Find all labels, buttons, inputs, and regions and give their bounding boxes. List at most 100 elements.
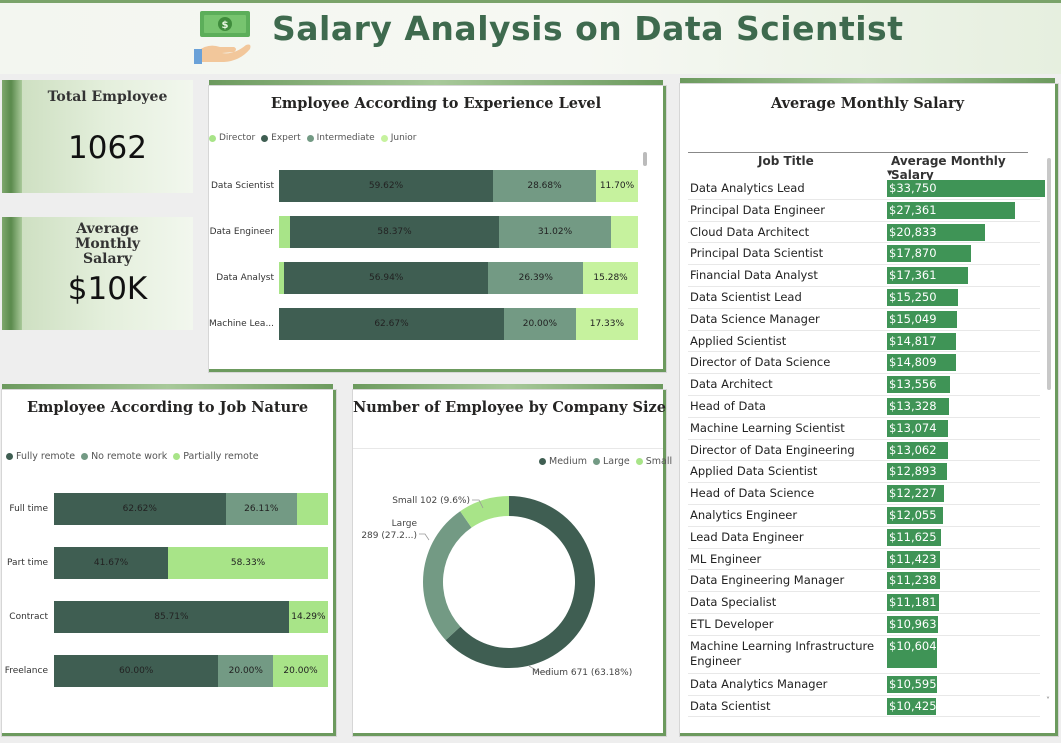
bar-row: 41.67% 58.33% <box>54 547 328 579</box>
salary-value-cell: $12,227 <box>889 486 937 501</box>
table-row[interactable]: Analytics Engineer $12,055 <box>688 505 1040 527</box>
table-row[interactable]: Machine Learning Scientist $13,074 <box>688 418 1040 440</box>
salary-value-cell: $12,893 <box>889 464 937 479</box>
bar-segment[interactable]: 58.37% <box>289 216 500 248</box>
job-title-cell: Data Science Manager <box>690 311 820 326</box>
table-row[interactable]: Machine Learning Infrastructure Engineer… <box>688 636 1040 674</box>
legend-swatch <box>306 134 314 142</box>
table-row[interactable]: Lead Data Engineer $11,625 <box>688 527 1040 549</box>
bar-segment[interactable]: 62.62% <box>54 493 226 525</box>
table-row[interactable]: Applied Scientist $14,817 <box>688 331 1040 353</box>
bar-segment[interactable]: 58.33% <box>168 547 328 579</box>
sort-desc-icon[interactable]: ▼ <box>887 169 893 177</box>
table-row[interactable]: Data Scientist $10,425 <box>688 696 1040 718</box>
bar-segment[interactable]: 11.70% <box>595 170 638 202</box>
row-separator <box>688 416 1040 418</box>
row-separator <box>688 285 1040 287</box>
bar-segment[interactable]: 28.68% <box>493 170 596 202</box>
legend-item: Director <box>209 133 255 143</box>
bar-segment[interactable]: 20.00% <box>273 655 328 687</box>
kpi-label: Total Employee <box>47 89 168 105</box>
donut-slice-medium[interactable] <box>445 496 595 668</box>
legend-swatch <box>593 458 600 465</box>
job-title-cell: ETL Developer <box>690 617 774 631</box>
salary-value-cell: $10,963 <box>889 617 937 631</box>
salary-bar <box>887 245 971 263</box>
salary-value-cell: $11,181 <box>889 595 937 610</box>
table-row[interactable]: Director of Data Science $14,809 <box>688 352 1040 375</box>
table-row[interactable]: Financial Data Analyst $17,361 <box>688 265 1040 287</box>
data-label: 14.29% <box>291 612 326 622</box>
bar-segment[interactable] <box>279 216 290 248</box>
table-row[interactable]: ML Engineer $11,423 <box>688 549 1040 571</box>
table-row[interactable]: Data Architect $13,556 <box>688 374 1040 396</box>
salary-value-cell: $15,049 <box>889 311 937 326</box>
bar-segment[interactable]: 59.62% <box>279 170 494 202</box>
bar-segment[interactable]: 17.33% <box>575 308 638 340</box>
table-row[interactable]: Data Specialist $11,181 <box>688 592 1040 614</box>
bar-segment[interactable] <box>610 216 638 248</box>
legend-item: Expert <box>261 133 301 143</box>
table-row[interactable]: Data Scientist Lead $15,250 <box>688 287 1040 309</box>
data-label: 85.71% <box>154 612 189 622</box>
legend-label: No remote work <box>91 451 168 462</box>
kpi-total-employee: Total Employee 1062 <box>2 80 193 193</box>
data-label: 28.68% <box>527 181 562 191</box>
table-scrollbar[interactable] <box>1047 158 1051 390</box>
bar-segment[interactable]: 20.00% <box>503 308 576 340</box>
job-title-cell: Director of Data Science <box>690 355 831 370</box>
job-title-cell: Principal Data Scientist <box>690 246 824 261</box>
bar-segment[interactable]: 26.11% <box>225 493 298 525</box>
column-header-salary[interactable]: Average Monthly Salary <box>891 154 1006 182</box>
bar-segment[interactable] <box>279 262 285 294</box>
table-row[interactable]: Head of Data Science $12,227 <box>688 483 1040 505</box>
bar-segment[interactable]: 31.02% <box>499 216 611 248</box>
table-row[interactable]: Cloud Data Architect $20,833 <box>688 222 1040 244</box>
legend-item: No remote work <box>81 451 167 462</box>
bar-segment[interactable]: 85.71% <box>54 601 289 633</box>
salary-value-cell: $10,425 <box>889 698 937 713</box>
bar-segment[interactable] <box>297 493 328 525</box>
bar-segment[interactable]: 60.00% <box>54 655 219 687</box>
legend-swatch <box>380 134 388 142</box>
legend-label: Large <box>603 456 630 467</box>
salary-bar <box>887 675 937 693</box>
table-row[interactable]: Principal Data Scientist $17,870 <box>688 243 1040 266</box>
scroll-down-icon[interactable]: ˅ <box>1046 696 1050 705</box>
experience-level-card: Employee According to Experience Level D… <box>209 80 666 372</box>
bar-segment[interactable]: 56.94% <box>284 262 489 294</box>
salary-value-cell: $10,604 <box>889 638 937 653</box>
donut-slice-small[interactable] <box>460 496 509 528</box>
row-separator <box>688 198 1040 200</box>
job-title-cell: ML Engineer <box>690 551 762 566</box>
bar-row: 59.62% 28.68% 11.70% <box>279 170 638 202</box>
column-header-job-title[interactable]: Job Title <box>758 154 814 168</box>
table-row[interactable]: Data Engineering Manager $11,238 <box>688 570 1040 593</box>
bar-segment[interactable]: 26.39% <box>488 262 584 294</box>
table-row[interactable]: Director of Data Engineering $13,062 <box>688 440 1040 462</box>
card-top-border <box>2 384 333 389</box>
data-label: Large <box>392 519 418 529</box>
table-row[interactable]: ETL Developer $10,963 <box>688 614 1040 636</box>
table-row[interactable]: Applied Data Scientist $12,893 <box>688 461 1040 484</box>
row-separator <box>688 329 1040 331</box>
job-title-cell: Data Architect <box>690 377 773 392</box>
dashboard-header: $ Salary Analysis on Data Scientist <box>0 0 1061 74</box>
salary-bar <box>887 637 937 668</box>
bar-segment[interactable]: 14.29% <box>288 601 328 633</box>
salary-bar <box>887 332 957 350</box>
donut-slice-large[interactable] <box>423 511 472 641</box>
bar-segment[interactable]: 41.67% <box>54 547 169 579</box>
table-row[interactable]: Data Analytics Manager $10,595 <box>688 674 1040 696</box>
data-label: 26.39% <box>518 273 553 283</box>
table-row[interactable]: Data Analytics Lead $33,750 <box>688 178 1045 200</box>
chart-scrollbar[interactable] <box>643 152 647 166</box>
table-row[interactable]: Head of Data $13,328 <box>688 396 1040 418</box>
table-row[interactable]: Data Science Manager $15,049 <box>688 309 1040 331</box>
salary-bar <box>887 180 1045 197</box>
salary-value-cell: $17,361 <box>889 268 937 283</box>
table-row[interactable]: Principal Data Engineer $27,361 <box>688 200 1040 222</box>
bar-segment[interactable]: 15.28% <box>583 262 638 294</box>
bar-segment[interactable]: 62.67% <box>279 308 504 340</box>
bar-segment[interactable]: 20.00% <box>218 655 274 687</box>
